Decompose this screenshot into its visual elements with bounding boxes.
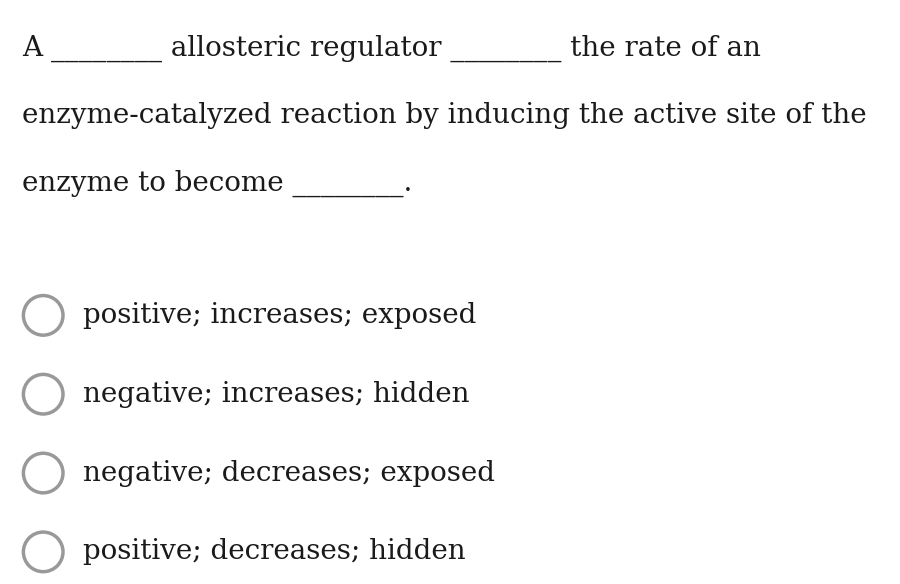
Text: positive; increases; exposed: positive; increases; exposed xyxy=(83,302,476,329)
Text: negative; decreases; exposed: negative; decreases; exposed xyxy=(83,460,495,486)
Text: enzyme-catalyzed reaction by inducing the active site of the: enzyme-catalyzed reaction by inducing th… xyxy=(22,102,867,129)
Text: enzyme to become ________.: enzyme to become ________. xyxy=(22,169,413,197)
Text: negative; increases; hidden: negative; increases; hidden xyxy=(83,381,469,408)
Text: positive; decreases; hidden: positive; decreases; hidden xyxy=(83,538,465,565)
Text: A ________ allosteric regulator ________ the rate of an: A ________ allosteric regulator ________… xyxy=(22,35,761,62)
